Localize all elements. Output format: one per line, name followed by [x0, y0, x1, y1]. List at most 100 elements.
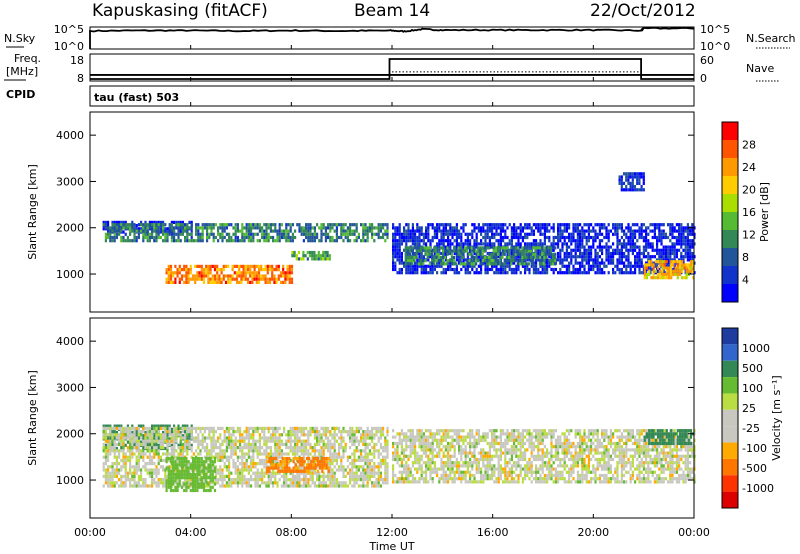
power-cell	[616, 261, 619, 265]
power-cell	[250, 239, 253, 243]
power-cell	[235, 274, 239, 278]
velocity-cell	[104, 426, 107, 430]
velocity-cell	[126, 424, 129, 428]
velocity-cell	[287, 484, 290, 488]
velocity-cell	[309, 446, 312, 450]
power-cell	[517, 226, 520, 230]
power-cell	[129, 232, 132, 236]
velocity-cell	[243, 439, 246, 443]
velocity-cell	[228, 442, 231, 446]
velocity-cell	[265, 484, 268, 488]
power-cell	[457, 249, 460, 253]
power-cell	[264, 274, 267, 278]
power-cell	[645, 239, 648, 243]
velocity-cell	[104, 462, 107, 466]
power-cell	[468, 252, 471, 256]
power-cell	[135, 227, 138, 231]
velocity-cell	[241, 468, 244, 472]
power-cell	[245, 235, 248, 240]
power-cell	[676, 272, 679, 277]
power-cell	[504, 264, 507, 268]
power-cell	[351, 232, 354, 236]
power-cell	[647, 267, 650, 272]
power-cell	[220, 271, 223, 275]
velocity-cell	[168, 458, 171, 462]
velocity-cell	[232, 433, 235, 437]
velocity-cell	[267, 430, 270, 434]
power-cell	[532, 262, 535, 266]
power-cell	[414, 271, 417, 275]
velocity-cell	[322, 433, 325, 437]
power-cell	[614, 264, 617, 268]
velocity-cell	[245, 452, 248, 456]
velocity-cell	[342, 484, 345, 488]
power-cell	[576, 261, 579, 265]
velocity-cell	[267, 478, 270, 482]
velocity-cell	[265, 436, 268, 440]
velocity-cell	[115, 449, 118, 453]
power-cell	[439, 262, 442, 266]
power-cell	[373, 239, 376, 243]
power-cell	[559, 248, 562, 252]
power-cell	[559, 239, 562, 243]
power-cell	[228, 232, 231, 236]
power-cell	[309, 235, 312, 240]
power-cell	[420, 246, 423, 250]
velocity-cell	[331, 471, 334, 475]
power-cell	[475, 271, 478, 275]
velocity-cell	[272, 436, 275, 440]
velocity-cell	[353, 439, 356, 443]
velocity-cell	[291, 449, 294, 453]
velocity-cell	[276, 471, 279, 475]
power-colorbar-swatch	[722, 212, 738, 230]
velocity-cell	[309, 452, 312, 456]
velocity-cell	[131, 430, 134, 435]
power-cell	[549, 259, 552, 263]
power-cell	[689, 245, 692, 249]
power-cell	[414, 261, 417, 265]
power-cell	[519, 259, 522, 263]
power-cell	[583, 251, 586, 256]
velocity-cell	[223, 439, 226, 443]
power-cell	[682, 258, 685, 262]
velocity-cell	[197, 452, 200, 456]
power-cell	[539, 232, 542, 236]
velocity-cell	[164, 468, 167, 472]
velocity-cell	[351, 452, 354, 456]
velocity-cell	[135, 434, 138, 438]
velocity-cell	[153, 446, 156, 450]
power-cell	[572, 239, 575, 243]
power-cell	[450, 249, 453, 253]
power-cell	[587, 232, 590, 236]
velocity-cell	[300, 471, 303, 475]
power-cell	[151, 229, 154, 233]
velocity-cell	[362, 471, 365, 475]
velocity-cell	[131, 452, 134, 456]
power-cell	[541, 245, 544, 249]
velocity-cell	[357, 458, 360, 462]
power-cell	[460, 242, 463, 246]
power-cell	[623, 261, 626, 265]
power-cell	[429, 223, 432, 227]
velocity-cell	[173, 439, 176, 443]
power-cell	[532, 264, 535, 268]
velocity-cell	[206, 468, 209, 472]
power-cell	[144, 232, 147, 236]
power-cell	[616, 235, 619, 240]
velocity-cell	[318, 442, 321, 446]
velocity-cell	[285, 471, 288, 475]
velocity-cell	[129, 446, 132, 450]
velocity-cell	[151, 433, 154, 437]
power-cell	[317, 254, 320, 258]
velocity-cell	[313, 426, 316, 430]
velocity-cell	[351, 430, 354, 434]
power-colorbar-tick-label: 4	[742, 274, 749, 287]
power-cell	[557, 255, 560, 259]
velocity-cell	[302, 481, 305, 485]
power-cell	[409, 235, 412, 240]
power-cell	[672, 272, 675, 277]
velocity-cell	[250, 462, 253, 466]
power-cell	[115, 232, 118, 236]
power-cell	[144, 229, 147, 233]
power-cell	[629, 181, 632, 185]
